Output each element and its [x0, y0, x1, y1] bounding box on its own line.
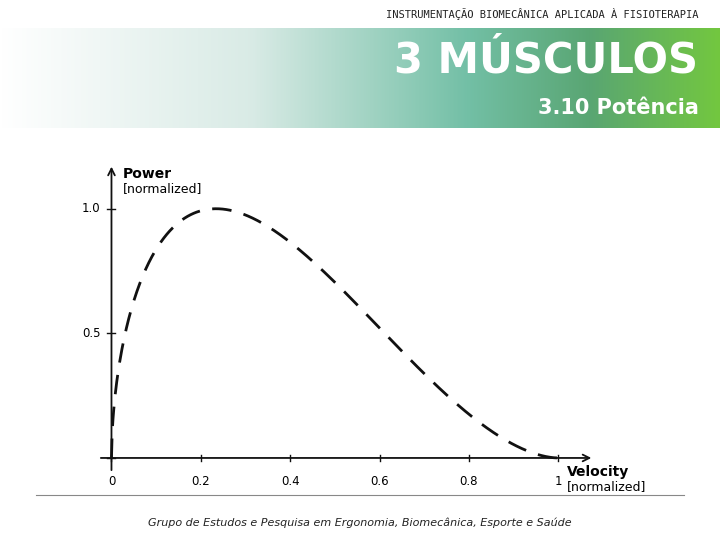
Text: 0.5: 0.5 — [82, 327, 100, 340]
Text: [normalized]: [normalized] — [122, 183, 202, 195]
Text: 3 MÚSCULOS: 3 MÚSCULOS — [395, 39, 698, 81]
Text: Grupo de Estudos e Pesquisa em Ergonomia, Biomecânica, Esporte e Saúde: Grupo de Estudos e Pesquisa em Ergonomia… — [148, 517, 572, 528]
Text: 0.2: 0.2 — [192, 475, 210, 488]
Text: Power: Power — [122, 167, 172, 181]
Text: 1: 1 — [554, 475, 562, 488]
Text: [normalized]: [normalized] — [567, 480, 647, 493]
Text: 1.0: 1.0 — [81, 202, 100, 215]
Text: 0.8: 0.8 — [460, 475, 478, 488]
Text: 3.10 Potência: 3.10 Potência — [538, 98, 698, 118]
Text: 0: 0 — [108, 475, 115, 488]
Text: Velocity: Velocity — [567, 464, 629, 478]
Text: 0.4: 0.4 — [281, 475, 300, 488]
Text: INSTRUMENTAÇÃO BIOMECÂNICA APLICADA À FISIOTERAPIA: INSTRUMENTAÇÃO BIOMECÂNICA APLICADA À FI… — [386, 8, 698, 20]
Text: 0.6: 0.6 — [370, 475, 389, 488]
